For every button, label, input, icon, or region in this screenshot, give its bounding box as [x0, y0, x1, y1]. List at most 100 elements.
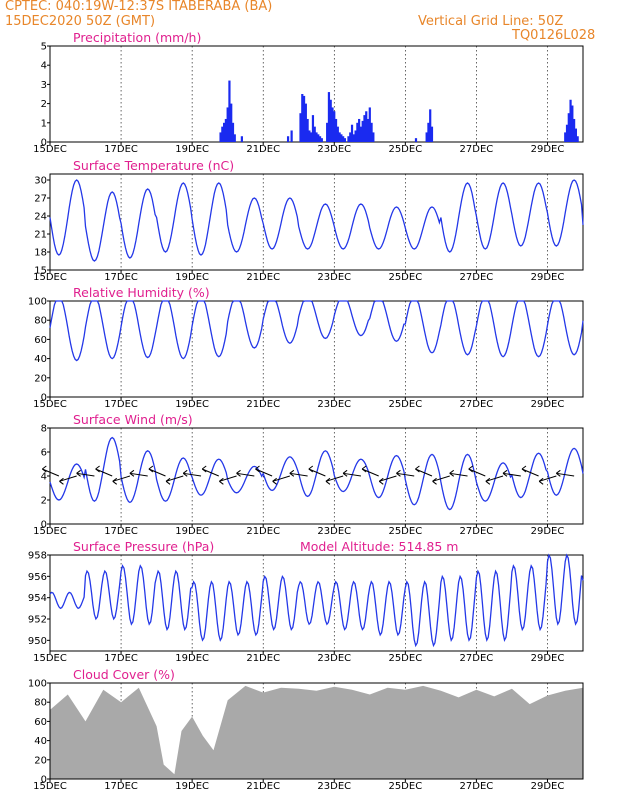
rh-frame — [49, 300, 584, 398]
wind-arrow — [236, 472, 255, 477]
cloud-area — [50, 685, 583, 779]
temp-y-tick-label: 18 — [34, 248, 47, 259]
rh-x-tick-label: 17DEC — [104, 399, 138, 410]
precip-bar — [359, 126, 363, 142]
pres-y-tick-label: 958 — [28, 551, 47, 562]
wind-x-tick-label: 27DEC — [460, 526, 494, 537]
wind-arrowhead — [182, 469, 188, 477]
precip-bar — [343, 138, 347, 142]
wind-arrowhead — [236, 469, 241, 477]
wind-x-tick-label: 17DEC — [104, 526, 138, 537]
wind-arrowhead — [342, 469, 348, 477]
wind-arrowhead — [468, 465, 474, 473]
precip-bar — [286, 136, 290, 142]
cloud-y-tick-label: 20 — [34, 755, 47, 766]
wind-arrowhead — [556, 469, 561, 477]
wind-arrowhead — [449, 469, 455, 477]
wind-arrow — [361, 468, 379, 477]
precip-bar — [290, 130, 293, 142]
precip-bar — [365, 111, 368, 142]
precip-bar — [306, 118, 309, 142]
wind-arrowhead — [325, 477, 331, 485]
wind-frame — [49, 427, 584, 525]
wind-arrowhead — [432, 477, 437, 485]
pres-series-line — [49, 553, 584, 648]
precip-bar — [338, 132, 341, 142]
wind-arrow — [183, 472, 202, 477]
wind-arrow — [289, 472, 308, 477]
wind-series-line — [49, 436, 584, 511]
wind-arrow — [396, 472, 415, 477]
rh-y-tick-label: 40 — [34, 354, 47, 365]
wind-arrowhead — [201, 465, 207, 473]
precip-bar — [315, 132, 318, 142]
rh-x-tick-label: 19DEC — [175, 399, 209, 410]
wind-arrow — [502, 472, 521, 477]
wind-arrow — [255, 468, 273, 477]
precip-bar — [333, 111, 336, 142]
wind-x-tick-label: 23DEC — [317, 526, 351, 537]
precip-y-tick-label: 3 — [41, 80, 47, 91]
precip-bar — [301, 94, 304, 142]
precip-bar — [230, 103, 233, 142]
model-id: TQ0126L028 — [512, 28, 596, 43]
wind-arrowhead — [485, 477, 491, 485]
precip-x-tick-label: 21DEC — [246, 144, 280, 155]
precip-bar — [308, 130, 311, 142]
precip-bar — [331, 107, 334, 142]
rh-y-tick-label: 100 — [28, 297, 47, 308]
rh-x-tick-label: 25DEC — [388, 399, 422, 410]
precip-y-tick-label: 0 — [41, 138, 47, 149]
wind-y-tick-label: 2 — [41, 496, 47, 507]
wind-arrowhead — [415, 465, 420, 473]
temp-title: Surface Temperature (nC) — [73, 158, 234, 173]
pres-x-tick-label: 29DEC — [531, 653, 565, 664]
pres-y-tick-label: 950 — [28, 636, 47, 647]
wind-arrowhead — [361, 465, 367, 473]
temp-y-tick-label: 27 — [34, 194, 47, 205]
wind-arrowhead — [308, 465, 314, 473]
precip-y-tick-label: 1 — [41, 118, 47, 129]
cloud-x-tick-label: 19DEC — [175, 781, 209, 792]
wind-x-tick-label: 15DEC — [33, 526, 67, 537]
precip-bar — [366, 118, 370, 142]
precip-x-tick-label: 19DEC — [175, 144, 209, 155]
precip-bar — [310, 132, 313, 142]
precip-bar — [326, 122, 329, 142]
wind-x-tick-label: 19DEC — [175, 526, 209, 537]
wind-arrowhead — [538, 477, 544, 485]
precip-x-tick-label: 25DEC — [388, 144, 422, 155]
grid-line-note: Vertical Grid Line: 50Z — [418, 14, 564, 29]
pres-x-tick-label: 23DEC — [317, 653, 351, 664]
temp-x-tick-label: 17DEC — [104, 272, 138, 283]
precip-bar — [349, 132, 352, 142]
wind-arrowhead — [148, 465, 154, 473]
cloud-y-tick-label: 0 — [41, 775, 47, 786]
wind-arrowhead — [272, 477, 277, 485]
temp-x-tick-label: 15DEC — [33, 272, 67, 283]
temp-x-tick-label: 27DEC — [460, 272, 494, 283]
precip-bar — [329, 99, 332, 142]
wind-arrowhead — [219, 477, 224, 485]
wind-arrow — [485, 475, 504, 482]
precip-bar — [226, 107, 229, 142]
precip-bar — [414, 138, 418, 142]
wind-arrow — [343, 472, 361, 477]
wind-arrowhead — [42, 465, 47, 473]
precip-bar — [334, 118, 338, 142]
wind-arrow — [272, 475, 290, 482]
wind-x-tick-label: 25DEC — [388, 526, 422, 537]
precip-x-tick-label: 17DEC — [104, 144, 138, 155]
precip-bar — [564, 132, 567, 142]
wind-y-tick-label: 4 — [41, 472, 47, 483]
wind-arrowhead — [76, 469, 81, 477]
wind-arrow — [521, 468, 539, 477]
wind-arrow — [165, 475, 184, 482]
temp-frame — [49, 173, 584, 271]
pres-x-tick-label: 27DEC — [460, 653, 494, 664]
precip-x-tick-label: 27DEC — [460, 144, 494, 155]
precip-bar — [427, 122, 430, 142]
pres-x-tick-label: 15DEC — [33, 653, 67, 664]
rh-y-tick-label: 20 — [34, 373, 47, 384]
